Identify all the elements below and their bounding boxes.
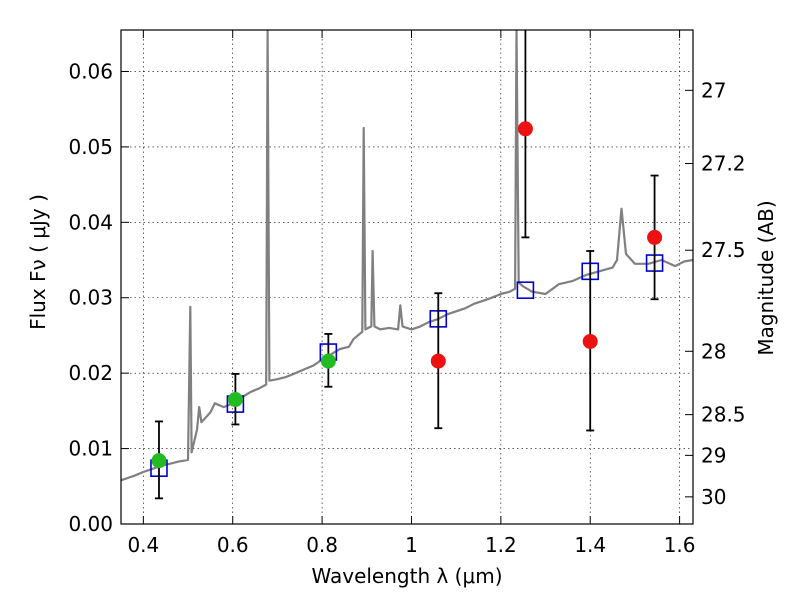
x-tick-label: 1.6 [664, 533, 696, 557]
right-tick-label: 27.5 [701, 238, 746, 262]
y-tick-label: 0.04 [68, 210, 113, 234]
right-tick-label: 27 [701, 78, 726, 102]
y-tick-label: 0.05 [68, 135, 113, 159]
photometry-point [582, 333, 598, 349]
y-tick-label: 0.00 [68, 512, 113, 536]
photometry-point [430, 353, 446, 369]
y-tick-label: 0.03 [68, 286, 113, 310]
y-axis-title: Flux Fν ( μJy ) [26, 194, 50, 330]
axis-ticks: 0.4 0.6 0.8 1 1.2 1.4 1.6 0.00 0.01 0.02 0.03 0.04 0… [68, 30, 746, 557]
x-tick-label: 1.2 [485, 533, 517, 557]
y-tick-label: 0.02 [68, 361, 113, 385]
x-tick-label: 1 [405, 533, 418, 557]
x-axis-title: Wavelength λ (μm) [311, 564, 502, 588]
grid-lines [121, 30, 693, 525]
photometry-point [517, 121, 533, 137]
model-flux-square [516, 281, 535, 299]
photometry-point [227, 392, 243, 408]
y-tick-label: 0.06 [68, 59, 113, 83]
right-tick-label: 28.5 [701, 403, 746, 427]
photometry-point [320, 353, 336, 369]
right-tick-label: 29 [701, 443, 726, 467]
plot-area [121, 30, 693, 500]
x-tick-label: 0.4 [127, 533, 159, 557]
right-tick-label: 27.2 [701, 151, 746, 175]
model-spectrum-line [121, 30, 693, 482]
x-tick-label: 1.4 [574, 533, 606, 557]
plot-frame [120, 29, 694, 525]
x-tick-label: 0.6 [217, 533, 249, 557]
photometry-point [151, 453, 167, 469]
y-tick-label: 0.01 [68, 437, 113, 461]
photometry-point [647, 229, 663, 245]
right-axis-title: Magnitude (AB) [754, 200, 778, 355]
x-tick-label: 0.8 [306, 533, 338, 557]
right-tick-label: 28 [701, 339, 726, 363]
right-tick-label: 30 [701, 485, 726, 509]
